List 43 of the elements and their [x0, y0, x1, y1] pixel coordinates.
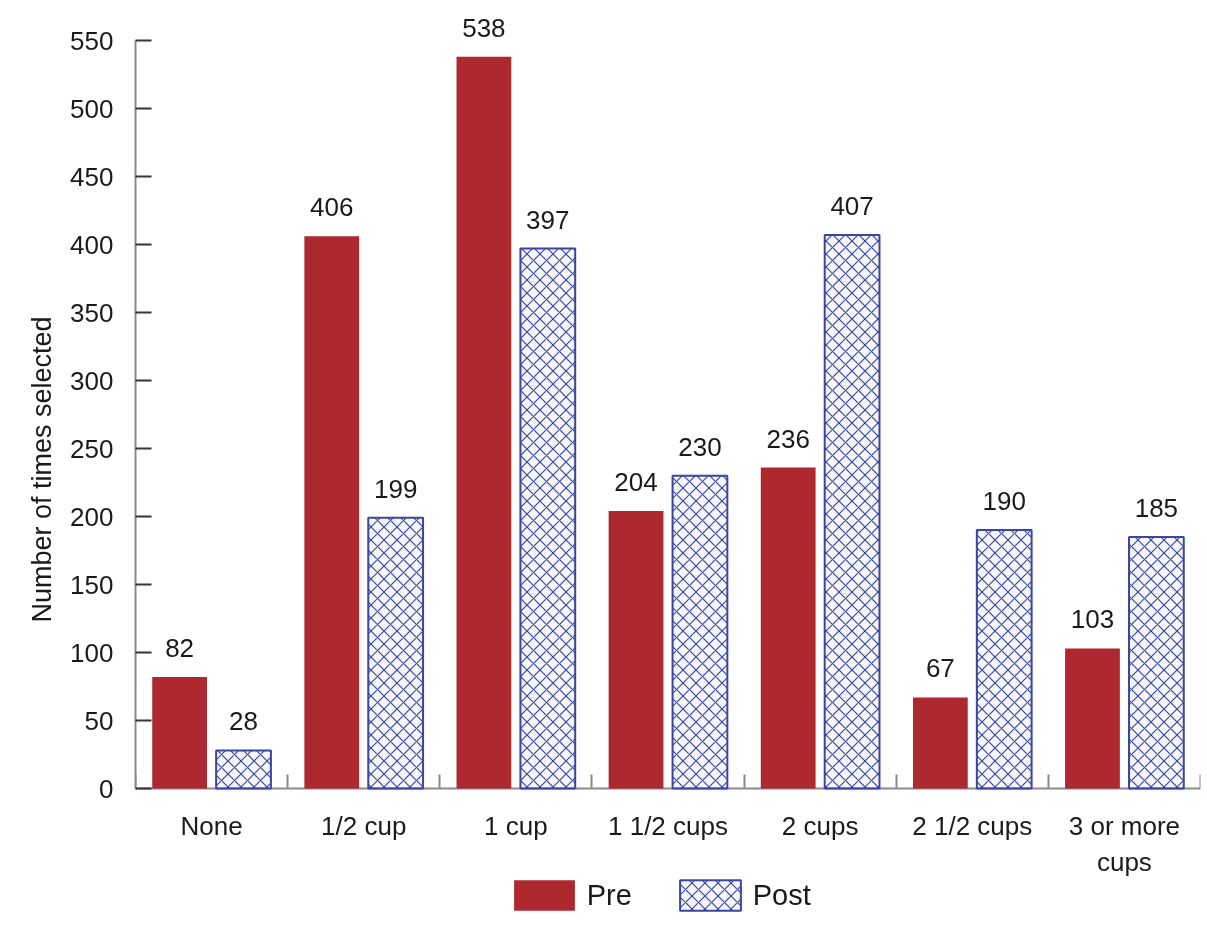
y-tick-label: 450 — [70, 161, 114, 192]
y-axis-title: Number of times selected — [27, 316, 58, 623]
y-tick-label: 100 — [70, 637, 114, 668]
data-label: 199 — [373, 473, 418, 504]
bar — [912, 697, 968, 789]
data-label: 236 — [766, 423, 810, 454]
data-label: 28 — [229, 706, 258, 737]
bar — [760, 467, 816, 789]
legend-label: Post — [752, 878, 811, 912]
x-tick-label: 1/2 cup — [321, 810, 407, 841]
data-label: 103 — [1070, 604, 1115, 635]
bar — [456, 56, 512, 789]
y-tick-label: 400 — [70, 229, 114, 260]
y-tick-label: 350 — [70, 297, 114, 328]
y-tick-label: 150 — [70, 569, 114, 600]
x-tick-label: 3 or more cups — [1068, 810, 1181, 877]
bar — [608, 511, 664, 789]
y-tick-label: 250 — [70, 433, 114, 464]
data-label: 230 — [678, 431, 722, 462]
data-label: 67 — [925, 653, 955, 684]
legend-label: Pre — [586, 878, 632, 912]
y-tick-label: 50 — [84, 705, 114, 736]
data-label: 397 — [526, 204, 570, 235]
y-tick-label: 0 — [99, 773, 114, 804]
bar — [1065, 648, 1120, 789]
x-tick-label: 1 1/2 cups — [608, 810, 728, 841]
data-label: 204 — [614, 467, 658, 498]
bar — [152, 676, 208, 789]
data-label: 190 — [982, 486, 1026, 517]
y-tick-label: 200 — [70, 501, 114, 532]
y-tick-label: 300 — [70, 365, 114, 396]
data-label: 185 — [1134, 492, 1179, 523]
bar — [304, 236, 360, 789]
y-tick-label: 500 — [70, 93, 114, 124]
data-label: 406 — [310, 192, 354, 223]
x-tick-label: None — [180, 810, 243, 841]
data-label: 82 — [165, 632, 195, 663]
data-label: 538 — [462, 12, 506, 43]
x-tick-label: 2 1/2 cups — [912, 810, 1033, 841]
x-tick-label: 2 cups — [781, 810, 859, 841]
x-tick-label: 1 cup — [484, 810, 548, 841]
y-tick-label: 550 — [70, 25, 114, 56]
data-label: 407 — [830, 190, 874, 221]
